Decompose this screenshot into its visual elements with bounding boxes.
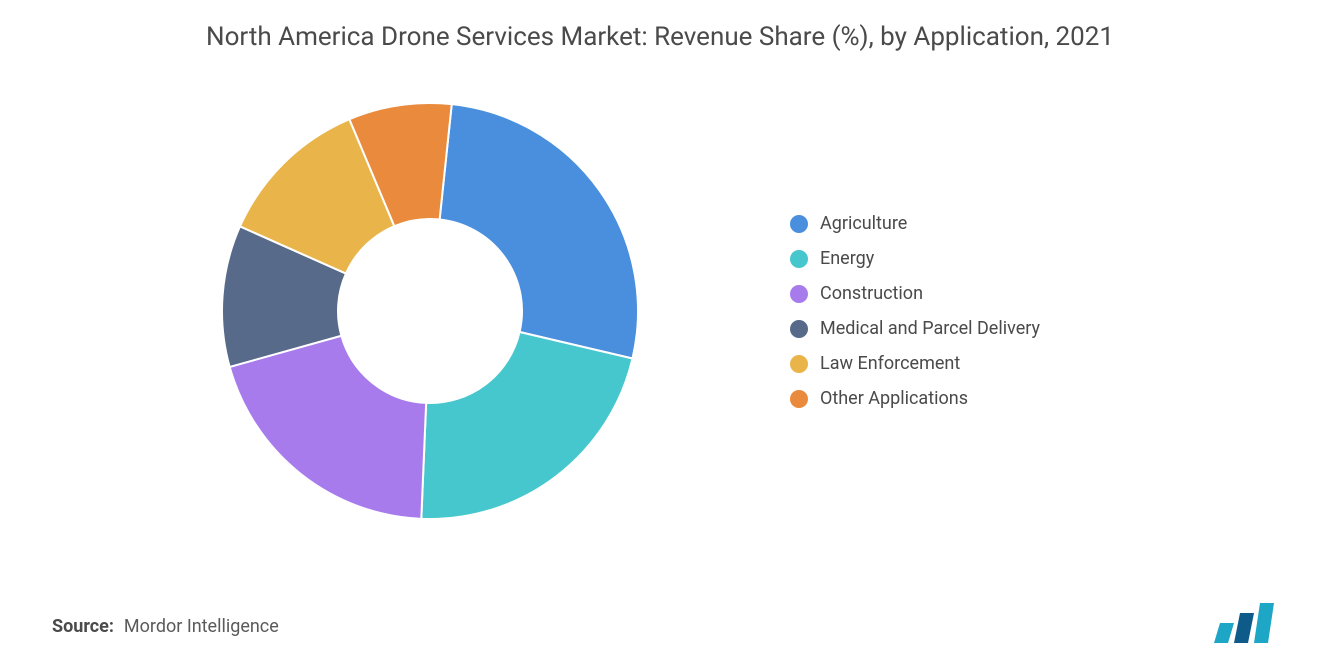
source-line: Source: Mordor Intelligence	[52, 616, 279, 637]
legend-label: Agriculture	[820, 213, 907, 234]
legend-item: Other Applications	[790, 388, 1040, 409]
legend-marker-icon	[790, 285, 808, 303]
chart-container: North America Drone Services Market: Rev…	[0, 0, 1320, 665]
legend-label: Law Enforcement	[820, 353, 960, 374]
chart-body: Agriculture Energy Construction Medical and…	[40, 71, 1280, 551]
legend-item: Construction	[790, 283, 1040, 304]
legend-marker-icon	[790, 320, 808, 338]
donut-chart	[210, 91, 650, 531]
source-value: Mordor Intelligence	[124, 616, 279, 637]
donut-slice	[421, 332, 632, 519]
legend-label: Energy	[820, 248, 874, 269]
brand-logo	[1212, 601, 1274, 643]
legend-label: Construction	[820, 283, 923, 304]
brand-bar-icon	[1254, 603, 1274, 643]
legend-label: Medical and Parcel Delivery	[820, 318, 1040, 339]
legend-marker-icon	[790, 390, 808, 408]
source-label: Source:	[52, 616, 114, 637]
donut-slice	[230, 336, 426, 519]
legend-item: Medical and Parcel Delivery	[790, 318, 1040, 339]
legend: Agriculture Energy Construction Medical and…	[790, 213, 1040, 409]
donut-slice	[440, 104, 638, 358]
donut-svg	[210, 91, 650, 531]
legend-label: Other Applications	[820, 388, 968, 409]
legend-item: Law Enforcement	[790, 353, 1040, 374]
legend-marker-icon	[790, 250, 808, 268]
legend-marker-icon	[790, 215, 808, 233]
chart-title: North America Drone Services Market: Rev…	[180, 20, 1140, 55]
brand-bar-icon	[1234, 613, 1254, 643]
legend-item: Energy	[790, 248, 1040, 269]
brand-bar-icon	[1214, 623, 1234, 643]
legend-item: Agriculture	[790, 213, 1040, 234]
brand-logo-svg	[1212, 601, 1274, 643]
legend-marker-icon	[790, 355, 808, 373]
